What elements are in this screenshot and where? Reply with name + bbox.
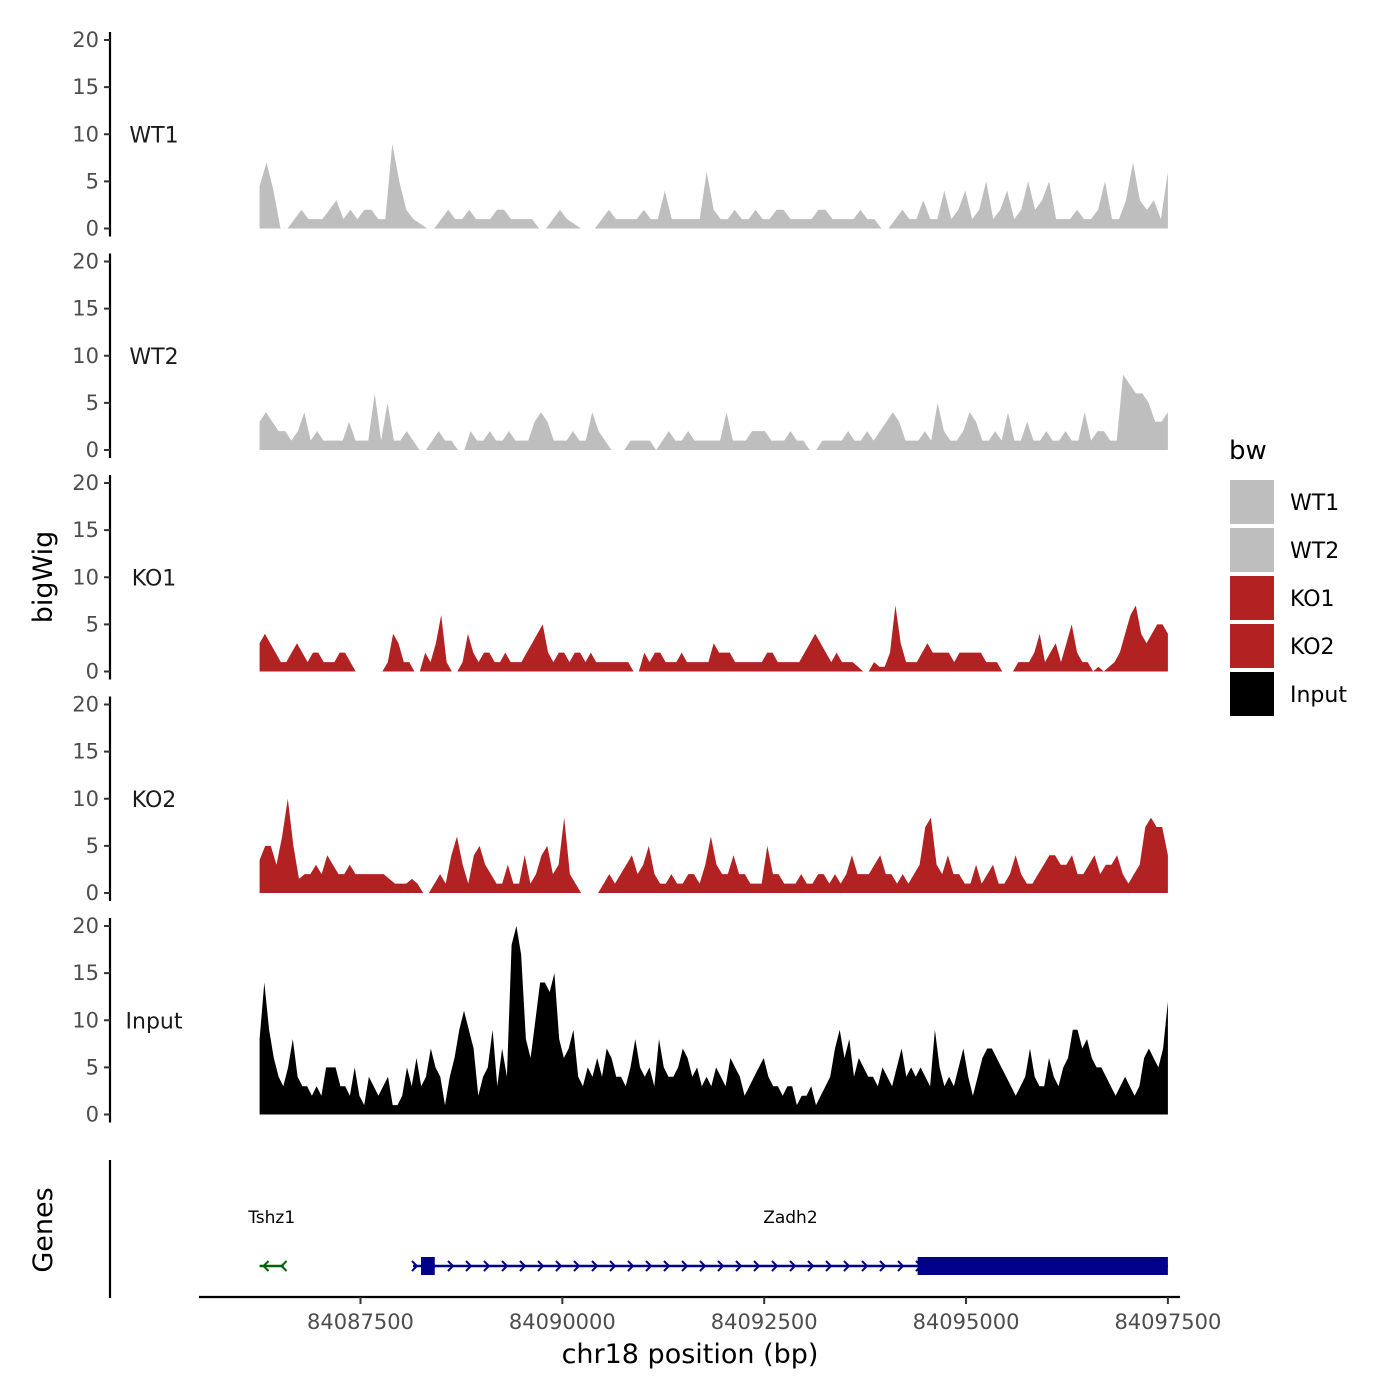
strand-arrow: [843, 1260, 851, 1272]
legend-swatch-ko1: [1230, 576, 1274, 620]
y-tick-label: 10: [72, 787, 99, 811]
legend-label-wt2: WT2: [1290, 539, 1339, 564]
track-ko1: 0 5 10 15 20 KO1: [72, 471, 1168, 684]
signal-area-wt1: [259, 143, 1168, 229]
y-tick-label: 15: [72, 961, 99, 985]
legend-label-ko1: KO1: [1290, 587, 1335, 612]
signal-area-ko2: [259, 798, 1168, 893]
strand-arrow: [537, 1260, 545, 1272]
strand-arrow: [411, 1260, 419, 1272]
y-tick-label: 5: [86, 612, 99, 636]
strand-arrow: [753, 1260, 761, 1272]
gene-zadh2: Zadh2: [411, 1208, 1168, 1275]
strand-arrow: [789, 1260, 797, 1272]
strand-arrow: [465, 1260, 473, 1272]
strand-arrow: [573, 1260, 581, 1272]
y-tick-label: 20: [72, 914, 99, 938]
strand-arrow: [627, 1260, 635, 1272]
y-tick-label: 10: [72, 1008, 99, 1032]
y-tick-label: 5: [86, 169, 99, 193]
y-tick-label: 20: [72, 28, 99, 52]
track-label-ko2: KO2: [132, 788, 177, 813]
strand-arrow: [699, 1260, 707, 1272]
strand-arrow: [447, 1260, 455, 1272]
gene-label: Zadh2: [763, 1208, 817, 1228]
x-axis: 84087500 84090000 84092500 84095000 84097500: [199, 1295, 1221, 1334]
strand-arrow: [483, 1260, 491, 1272]
y-tick-label: 15: [72, 297, 99, 321]
y-tick-label: 20: [72, 471, 99, 495]
legend-title: bw: [1229, 436, 1267, 466]
exon: [917, 1257, 1168, 1275]
track-input: 0 5 10 15 20 Input: [72, 914, 1168, 1127]
x-tick-label: 84090000: [509, 1310, 616, 1334]
y-tick-label: 5: [86, 391, 99, 415]
signal-area-ko1: [259, 605, 1168, 672]
y-tick-label: 20: [72, 693, 99, 717]
track-label-input: Input: [126, 1009, 183, 1034]
strand-arrow: [825, 1260, 833, 1272]
track-label-wt2: WT2: [129, 345, 178, 370]
strand-arrow: [555, 1260, 563, 1272]
x-tick-label: 84092500: [711, 1310, 818, 1334]
track-wt2: 0 5 10 15 20 WT2: [72, 250, 1168, 462]
legend-label-ko2: KO2: [1290, 635, 1335, 660]
y-tick-label: 5: [86, 1055, 99, 1079]
signal-tracks: 0 5 10 15 20 WT1 0 5 10 15 20 WT2 0 5 10 15 20 KO1 0 5 10 15 2…: [72, 28, 1168, 1127]
y-tick-label: 0: [86, 438, 99, 462]
x-tick-label: 84095000: [913, 1310, 1020, 1334]
gene-annotation-panel: Tshz1 Zadh2: [108, 1160, 1168, 1298]
legend-swatch-ko2: [1230, 624, 1274, 668]
legend-swatch-input: [1230, 672, 1274, 716]
y-tick-label: 15: [72, 740, 99, 764]
strand-arrow: [807, 1260, 815, 1272]
strand-arrow: [645, 1260, 653, 1272]
strand-arrow: [280, 1260, 288, 1272]
legend: bw WT1 WT2 KO1 KO2 Input: [1229, 436, 1347, 716]
y-tick-label: 5: [86, 834, 99, 858]
y-tick-label: 0: [86, 660, 99, 684]
strand-arrow: [879, 1260, 887, 1272]
strand-arrow: [609, 1260, 617, 1272]
y-tick-label: 0: [86, 1103, 99, 1127]
gene-tshz1: Tshz1: [247, 1208, 295, 1272]
legend-swatch-wt1: [1230, 480, 1274, 524]
strand-arrow: [519, 1260, 527, 1272]
strand-arrow: [717, 1260, 725, 1272]
legend-label-input: Input: [1290, 683, 1347, 708]
signal-area-wt2: [259, 374, 1168, 450]
strand-arrow: [663, 1260, 671, 1272]
y-tick-label: 0: [86, 881, 99, 905]
strand-arrow: [771, 1260, 779, 1272]
track-label-ko1: KO1: [132, 566, 177, 591]
strand-arrow: [861, 1260, 869, 1272]
genes-axis-title: Genes: [28, 1187, 59, 1272]
strand-arrow: [591, 1260, 599, 1272]
y-tick-label: 0: [86, 217, 99, 241]
strand-arrow: [735, 1260, 743, 1272]
y-tick-label: 10: [72, 565, 99, 589]
strand-arrow: [681, 1260, 689, 1272]
legend-label-wt1: WT1: [1290, 491, 1339, 516]
strand-arrow: [501, 1260, 509, 1272]
track-ko2: 0 5 10 15 20 KO2: [72, 693, 1168, 905]
x-tick-label: 84097500: [1114, 1310, 1221, 1334]
y-tick-label: 15: [72, 518, 99, 542]
strand-arrow: [262, 1260, 270, 1272]
track-label-wt1: WT1: [129, 123, 178, 148]
strand-arrow: [897, 1260, 905, 1272]
exon: [421, 1257, 435, 1275]
x-axis-title: chr18 position (bp): [562, 1339, 819, 1370]
legend-swatch-wt2: [1230, 528, 1274, 572]
y-tick-label: 10: [72, 122, 99, 146]
y-tick-label: 10: [72, 344, 99, 368]
x-tick-label: 84087500: [307, 1310, 414, 1334]
y-axis-title: bigWig: [28, 531, 59, 624]
signal-area-input: [259, 926, 1168, 1115]
y-tick-label: 15: [72, 75, 99, 99]
y-tick-label: 20: [72, 250, 99, 274]
gene-label: Tshz1: [247, 1208, 295, 1228]
track-wt1: 0 5 10 15 20 WT1: [72, 28, 1168, 241]
